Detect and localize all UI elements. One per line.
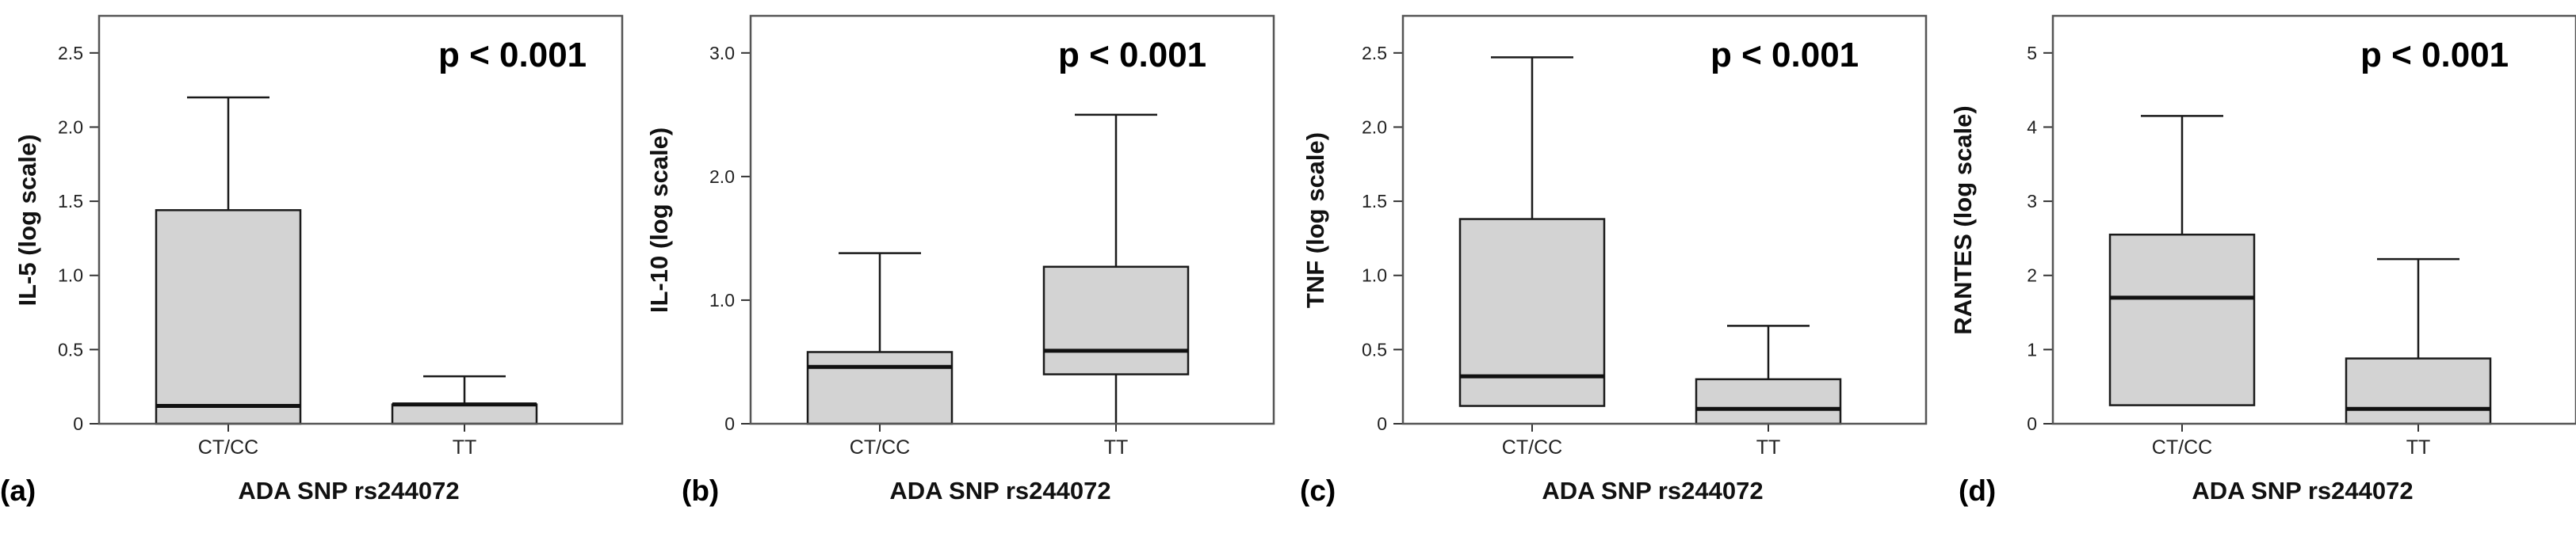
category-label-ctcc: CT/CC [198,436,258,459]
box-ctcc [806,351,954,425]
y-tick-label: 3 [2027,191,2037,211]
category-label-tt: TT [1104,436,1129,459]
box-tt [1042,265,1190,375]
p-value-annotation: p < 0.001 [1058,36,1206,74]
category-label-ctcc: CT/CC [850,436,910,459]
category-label-ctcc: CT/CC [1502,436,1562,459]
y-tick-label: 1 [2027,339,2037,360]
plot-frame [2051,14,2576,425]
box-tt [391,403,538,425]
plot-frame [1401,14,1928,425]
p-value-annotation: p < 0.001 [438,36,587,74]
plot-frame [97,14,624,425]
box-tt [1695,378,1842,425]
y-tick-label: 2.0 [709,166,735,187]
y-tick-label: 1.0 [709,290,735,310]
x-axis-label: ADA SNP rs244072 [1542,477,1763,505]
panel-label: (c) [1300,474,1336,507]
y-tick-label: 2.5 [1362,43,1387,63]
panel-d: 0 1 2 3 4 5 RANTES (log scale) p < 0.001 CT/C… [1949,14,2576,507]
p-value-annotation: p < 0.001 [2360,36,2509,74]
box-ctcc [2108,233,2256,406]
y-tick-label: 0 [1377,413,1387,434]
panel-label: (b) [682,474,719,507]
y-axis-label: IL-10 (log scale) [645,128,673,313]
p-value-annotation: p < 0.001 [1710,36,1859,74]
y-tick-label: 2 [2027,265,2037,286]
y-tick-label: 1.0 [58,265,83,286]
y-tick-label: 5 [2027,43,2037,63]
x-axis-label: ADA SNP rs244072 [238,477,459,505]
y-tick-label: 3.0 [709,43,735,63]
y-tick-label: 1.5 [1362,191,1387,211]
panel-c: 0 0.5 1.0 1.5 2.0 2.5 TNF (log scale) p < 0.0… [1300,14,1928,507]
y-tick-label: 0.5 [58,339,83,360]
y-tick-label: 1.0 [1362,265,1387,286]
panel-b: 0 1.0 2.0 3.0 IL-10 (log scale) p < 0.001 C… [645,14,1275,507]
x-axis-label: ADA SNP rs244072 [889,477,1110,505]
x-axis-label: ADA SNP rs244072 [2192,477,2413,505]
plot-frame [749,14,1275,425]
y-tick-label: 4 [2027,116,2037,137]
y-tick-label: 2.5 [58,43,83,63]
y-axis-label: RANTES (log scale) [1949,105,1977,334]
y-tick-label: 2.0 [1362,116,1387,137]
y-axis-label: IL-5 (log scale) [13,134,41,306]
y-tick-label: 0 [724,413,735,434]
category-label-tt: TT [2406,436,2431,459]
category-label-tt: TT [453,436,477,459]
y-tick-label: 2.0 [58,116,83,137]
box-tt [2345,357,2492,425]
box-ctcc [155,209,302,425]
panel-label: (a) [0,474,36,507]
y-tick-label: 1.5 [58,191,83,211]
panel-label: (d) [1959,474,1996,507]
category-label-tt: TT [1756,436,1781,459]
y-tick-label: 0.5 [1362,339,1387,360]
category-label-ctcc: CT/CC [2152,436,2212,459]
y-axis-label: TNF (log scale) [1301,132,1329,308]
y-tick-label: 0 [2027,413,2037,434]
y-tick-label: 0 [73,413,83,434]
panel-a: 0 0.5 1.0 1.5 2.0 2.5 IL-5 (log scale) p < 0.… [0,14,624,507]
